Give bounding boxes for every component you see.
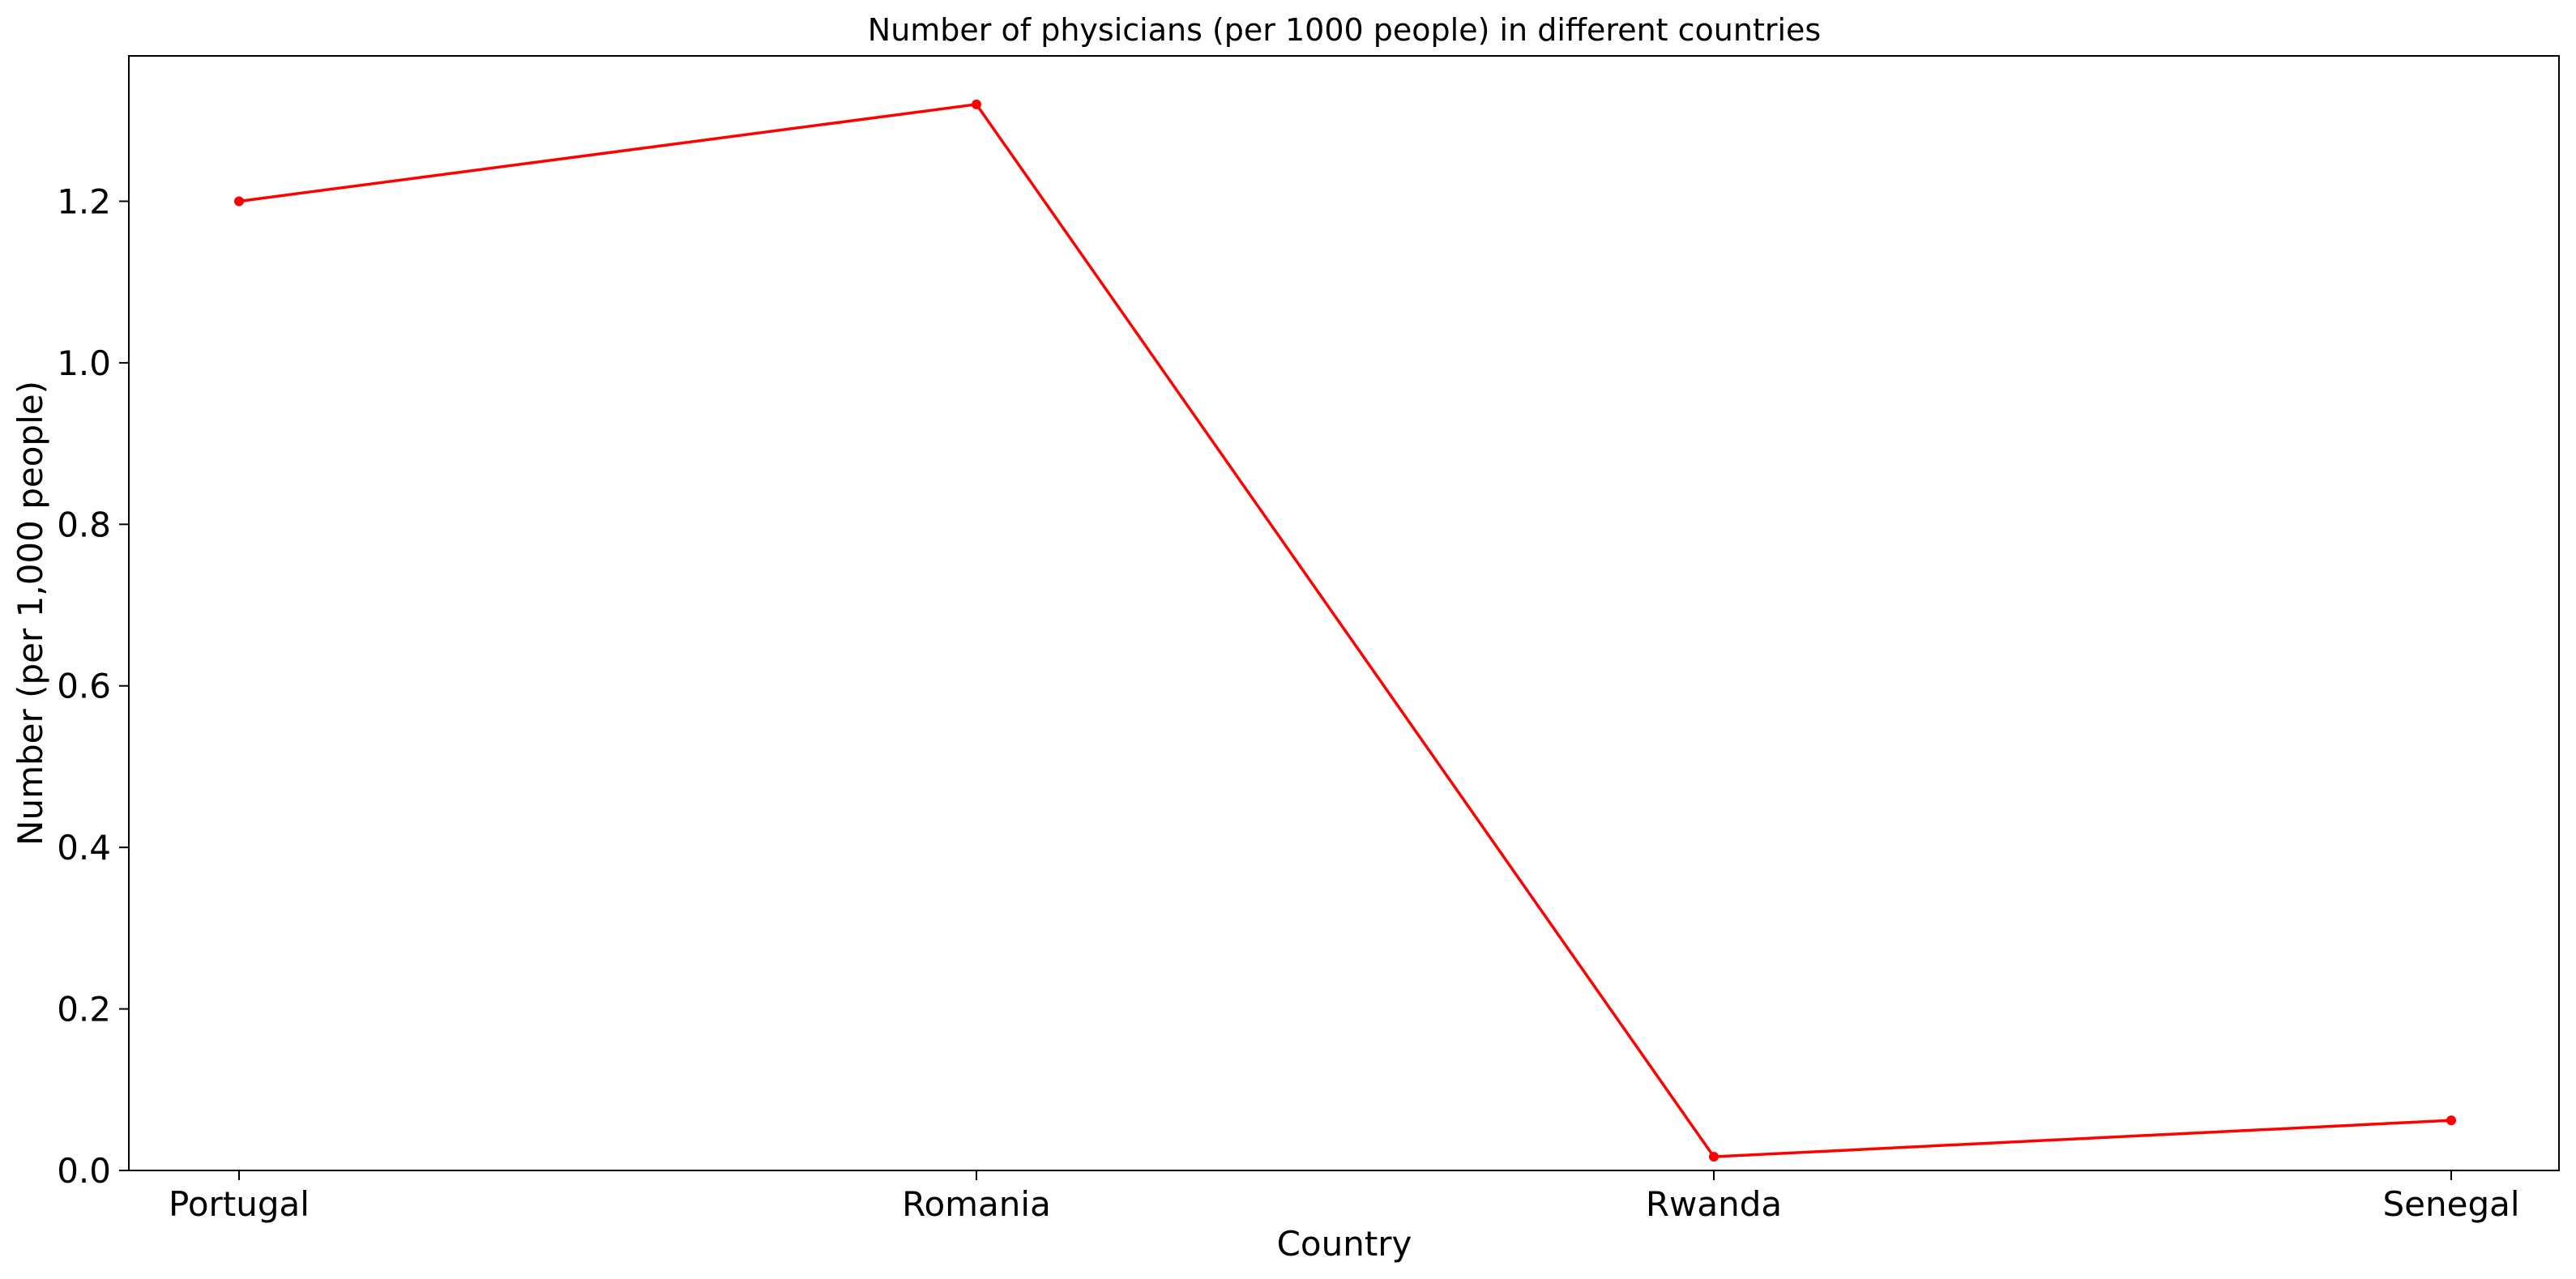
series-line: [237, 103, 2453, 1158]
plot-area: [128, 55, 2560, 1171]
y-tick-label: 1.0: [57, 343, 111, 383]
data-point: [234, 196, 244, 207]
x-tick-label: Rwanda: [1646, 1184, 1782, 1224]
y-axis-label: Number (per 1,000 people): [11, 381, 50, 846]
y-tick-label: 0.0: [57, 1151, 111, 1191]
x-tick-label: Senegal: [2382, 1184, 2519, 1224]
chart-title: Number of physicians (per 1000 people) i…: [868, 12, 1821, 48]
y-tick-label: 0.6: [57, 667, 111, 706]
series-layer: [234, 99, 2456, 1162]
y-tick-label: 0.2: [57, 990, 111, 1030]
y-tick-label: 1.2: [57, 181, 111, 221]
x-tick-label: Portugal: [169, 1184, 310, 1224]
y-tick-label: 0.8: [57, 505, 111, 544]
plot-frame: [128, 55, 2560, 1171]
x-tick-label: Romania: [902, 1184, 1051, 1224]
data-point: [972, 99, 981, 109]
data-point: [1709, 1152, 1719, 1162]
data-point: [2446, 1115, 2456, 1126]
x-axis-label: Country: [1277, 1224, 1412, 1264]
y-tick-label: 0.4: [57, 828, 111, 868]
y-axis: 0.0 0.2 0.4 0.6 0.8 1.0 1.2: [57, 181, 129, 1191]
x-axis: Portugal Romania Rwanda Senegal: [169, 1170, 2520, 1224]
